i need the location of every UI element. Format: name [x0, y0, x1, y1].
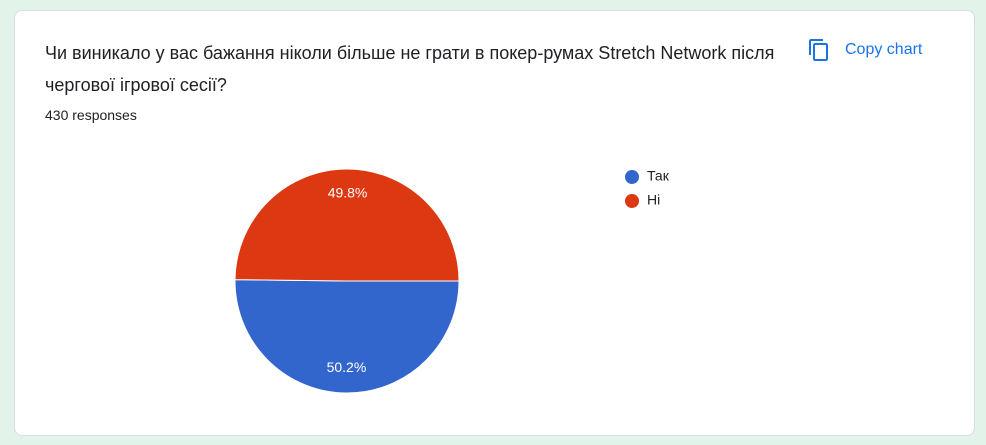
legend-swatch — [625, 194, 639, 208]
pie-slice — [234, 168, 460, 282]
chart-title: Чи виникало у вас бажання ніколи більше … — [45, 43, 775, 95]
slice-label: 49.8% — [328, 184, 368, 200]
pie-slice — [234, 279, 460, 394]
slice-label: 50.2% — [327, 359, 367, 375]
copy-icon — [809, 39, 828, 61]
legend-swatch — [625, 170, 639, 184]
response-count: 430 responses — [45, 107, 137, 123]
copy-chart-button[interactable]: Copy chart — [807, 35, 922, 65]
legend-label: Ні — [647, 192, 660, 208]
card: Чи виникало у вас бажання ніколи більше … — [14, 10, 975, 436]
copy-chart-label[interactable]: Copy chart — [845, 41, 923, 58]
legend-label: Так — [647, 168, 670, 184]
chart: 50.2% 49.8% Так Ні — [234, 168, 670, 394]
